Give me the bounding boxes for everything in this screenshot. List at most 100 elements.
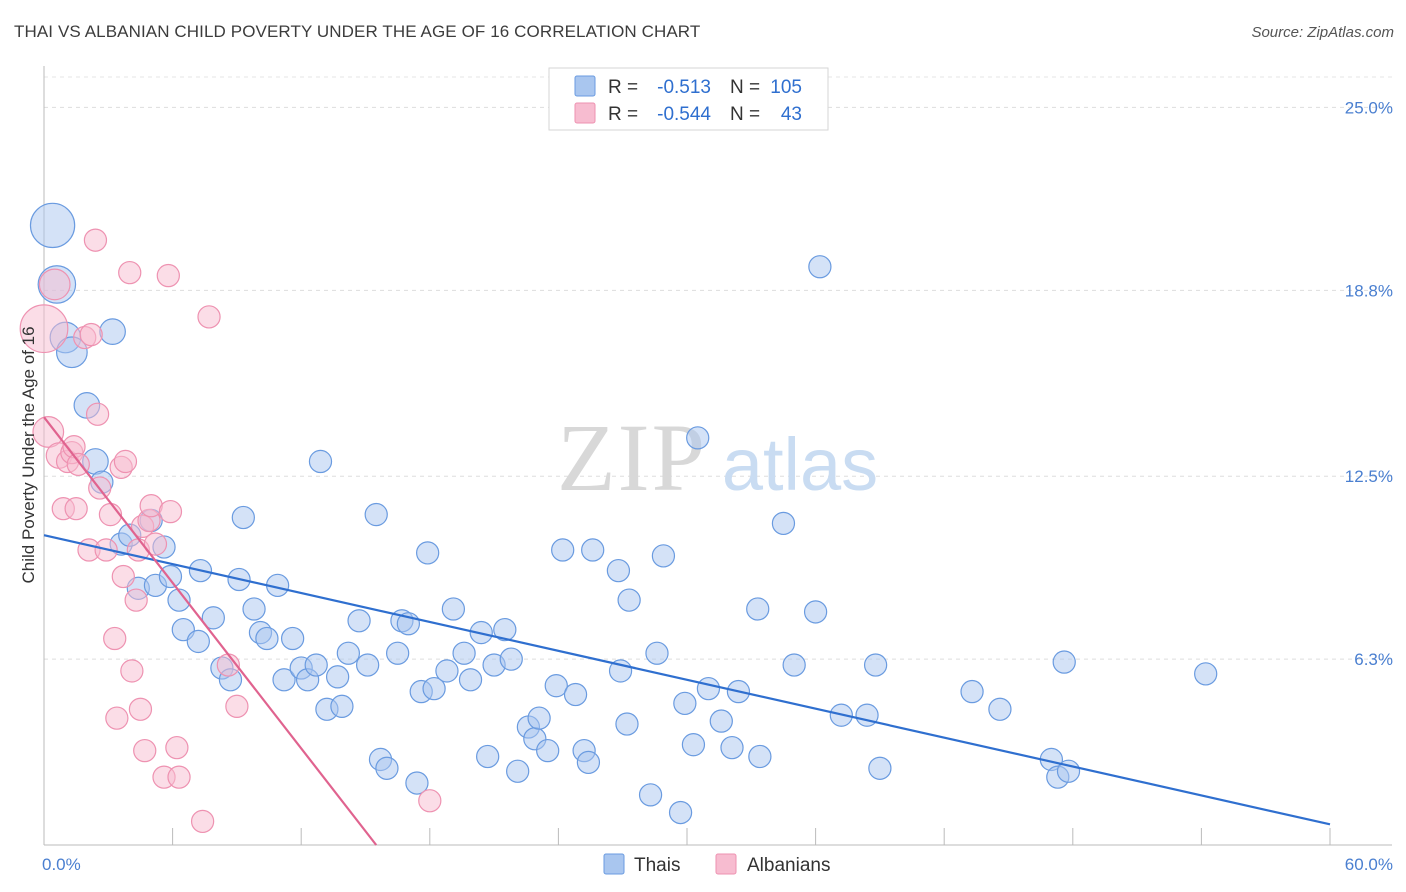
thais-point-78 [673,691,697,716]
x-tick-label-1: 60.0% [1345,855,1393,874]
albanians-point-22 [113,449,138,474]
chart-title: THAI VS ALBANIAN CHILD POVERTY UNDER THE… [14,22,701,41]
albanians-point-17 [98,502,123,527]
thais-point-62 [527,706,551,730]
x-tick-label-0: 0.0% [42,855,81,874]
thais-point-39 [355,653,380,677]
y-tick-labels: 6.3% 12.5% 18.8% 25.0% [1345,98,1393,669]
series-legend: Thais Albanians [603,853,830,876]
stats-legend: R = -0.513 N = 105 R = -0.544 N = 43 [548,67,829,131]
thais-point-26 [255,626,279,651]
y-tick-label-3: 25.0% [1345,98,1393,117]
axes [43,66,1392,846]
thais-point-37 [336,641,361,665]
thais-point-58 [499,647,523,671]
thais-point-59 [506,759,530,783]
thais-point-48 [416,541,440,565]
thais-point-43 [386,641,410,665]
albanians-point-35 [158,499,183,524]
y-axis-title: Child Poverty Under the Age of 16 [19,326,38,583]
thais-point-52 [452,641,476,665]
thais-point-14 [158,564,183,589]
thais-point-32 [304,653,328,677]
thais-point-101 [1194,662,1218,686]
albanians-point-23 [118,260,142,285]
y-tick-label-2: 18.8% [1345,281,1393,300]
albanians-point-37 [167,765,191,789]
thais-point-90 [808,255,832,279]
thais-point-93 [863,653,888,677]
albanians-trend-line [43,416,378,846]
thais-point-95 [960,679,984,704]
thais-point-57 [493,617,517,642]
albanians-point-38 [190,809,215,834]
legend-albanians-swatch [715,853,737,875]
albanians-r-label: R = [608,104,638,125]
thais-point-99 [1052,650,1076,674]
y-tick-label-1: 12.5% [1345,467,1393,486]
albanians-point-29 [133,738,157,763]
albanians-r-value: -0.544 [657,104,711,125]
thais-point-87 [771,511,796,536]
thais-point-24 [242,597,266,621]
thais-point-74 [638,783,663,807]
thais-point-70 [606,558,631,583]
albanians-n-value: 43 [781,104,802,125]
watermark-zip: ZIP [557,404,707,511]
thais-point-29 [280,626,305,651]
thais-point-38 [347,609,371,633]
thais-point-63 [536,738,560,763]
thais-point-15 [167,588,191,612]
thais-point-88 [782,653,806,677]
thais-point-86 [746,597,770,621]
albanians-point-1 [32,416,65,448]
thais-r-label: R = [608,77,638,98]
albanians-point-24 [120,659,144,683]
thais-point-72 [615,712,639,736]
legend-thais-label: Thais [634,855,680,876]
thais-point-40 [364,502,388,527]
thais-point-46 [405,771,429,795]
thais-point-42 [375,756,399,780]
series-thais [29,202,1218,825]
watermark-atlas: atlas [722,423,878,506]
thais-point-96 [988,697,1012,721]
thais-point-20 [201,606,225,630]
x-tick-labels: 0.0% 60.0% [42,855,1393,874]
thais-point-89 [803,600,828,624]
trend-lines [43,416,1331,846]
thais-point-0 [29,202,76,249]
thais-point-51 [441,597,466,621]
thais-legend-swatch [574,75,596,97]
thais-point-53 [458,668,483,692]
thais-point-23 [231,505,255,530]
albanians-point-21 [111,564,135,589]
albanians-n-label: N = [730,104,760,125]
albanians-point-0 [19,304,69,354]
albanians-point-14 [85,402,110,426]
thais-point-83 [720,735,744,760]
thais-point-73 [617,588,641,612]
thais-point-28 [272,668,296,692]
thais-n-label: N = [730,77,760,98]
chart-source: Source: ZipAtlas.com [1251,24,1394,41]
thais-point-64 [544,674,568,698]
thais-point-4 [99,318,126,345]
legend-albanians-label: Albanians [747,855,830,876]
albanians-point-36 [165,735,189,760]
albanians-point-8 [64,497,88,521]
thais-point-79 [681,733,706,757]
thais-point-19 [186,629,210,654]
thais-point-50 [435,659,459,683]
thais-point-85 [748,744,772,769]
thais-point-49 [422,676,446,701]
albanians-point-31 [139,494,163,518]
albanians-point-13 [83,228,108,252]
thais-point-80 [686,426,710,450]
thais-point-36 [330,694,354,718]
albanians-point-39 [197,305,221,329]
thais-point-66 [563,682,588,707]
thais-n-value: 105 [770,77,802,98]
albanians-point-34 [156,263,180,288]
series-albanians [19,228,442,834]
